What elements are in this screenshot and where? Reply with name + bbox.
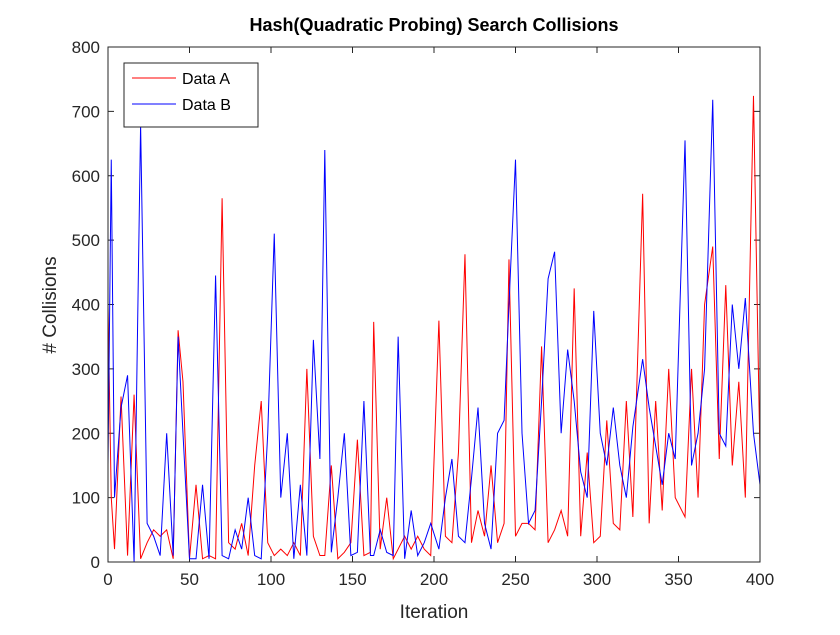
y-tick-label: 500 (72, 231, 100, 250)
legend-label: Data B (182, 97, 231, 114)
y-tick-label: 200 (72, 424, 100, 443)
axes-box (107, 46, 761, 563)
y-axis-label: # Collisions (40, 256, 61, 353)
legend-box (123, 62, 259, 128)
y-tick-label: 800 (72, 38, 100, 57)
chart-title: Hash(Quadratic Probing) Search Collision… (249, 15, 618, 35)
x-tick-label: 100 (257, 570, 285, 589)
x-tick-label: 250 (501, 570, 529, 589)
x-tick-label: 150 (338, 570, 366, 589)
x-tick-label: 50 (180, 570, 199, 589)
y-tick-label: 100 (72, 489, 100, 508)
x-tick-label: 350 (664, 570, 692, 589)
y-tick-label: 700 (72, 102, 100, 121)
x-tick-label: 300 (583, 570, 611, 589)
x-tick-label: 0 (103, 570, 112, 589)
x-axis-label: Iteration (400, 602, 469, 623)
y-tick-label: 600 (72, 167, 100, 186)
y-tick-label: 300 (72, 360, 100, 379)
series-line (107, 95, 761, 561)
series-line (107, 99, 761, 563)
x-tick-label: 400 (746, 570, 774, 589)
y-tick-label: 400 (72, 296, 100, 315)
x-tick-label: 200 (420, 570, 448, 589)
legend-label: Data A (182, 71, 230, 88)
y-tick-label: 0 (91, 553, 100, 572)
